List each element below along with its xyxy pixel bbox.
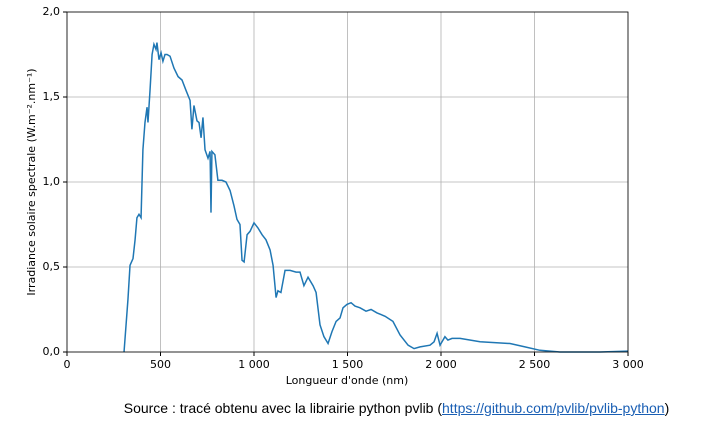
y-tick-label: 0,5: [43, 260, 61, 273]
x-tick-label: 2 500: [519, 358, 551, 371]
x-tick-label: 0: [64, 358, 71, 371]
x-tick-label: 1 500: [332, 358, 364, 371]
plot-frame: [66, 11, 629, 353]
x-tick-label: 1 000: [238, 358, 270, 371]
x-tick-label: 3 000: [612, 358, 644, 371]
caption: Source : tracé obtenu avec la librairie …: [0, 400, 703, 416]
x-axis-label: Longueur d'onde (nm): [286, 374, 409, 387]
y-tick-label: 1,0: [43, 175, 61, 188]
y-tick-label: 1,5: [43, 90, 61, 103]
y-axis-label: Irradiance solaire spectrale (W.m⁻².nm⁻¹…: [25, 68, 38, 295]
y-tick-label: 0,0: [43, 345, 61, 358]
data-line: [123, 41, 629, 353]
x-tick-label: 2 000: [425, 358, 457, 371]
caption-text: Source : tracé obtenu avec la librairie …: [123, 400, 443, 416]
x-tick-label: 500: [150, 358, 171, 371]
chart: Longueur d'onde (nm) Irradiance solaire …: [25, 5, 644, 387]
caption-end: ): [664, 400, 670, 416]
source-link[interactable]: https://github.com/pvlib/pvlib-python: [442, 400, 665, 416]
y-tick-label: 2,0: [43, 5, 61, 18]
